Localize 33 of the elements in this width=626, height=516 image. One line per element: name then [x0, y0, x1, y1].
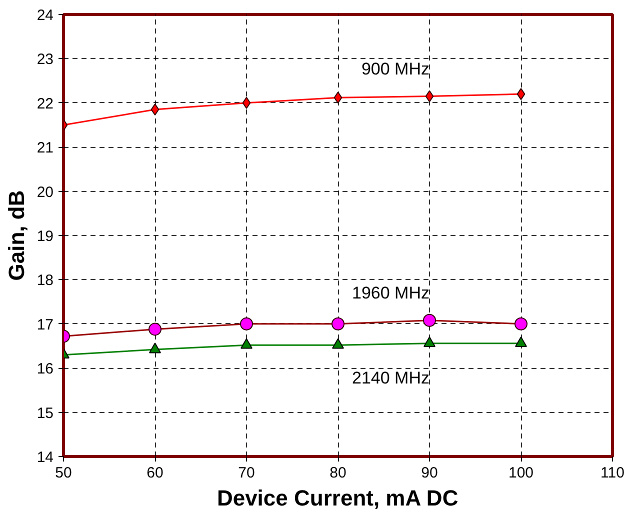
y-tick-label: 24 [36, 7, 54, 24]
x-axis-title: Device Current, mA DC [216, 486, 458, 510]
x-tick-label: 100 [508, 464, 534, 482]
y-tick-label: 14 [36, 449, 54, 466]
x-tick-label: 90 [421, 464, 438, 482]
y-tick-label: 18 [36, 272, 54, 290]
x-tick-label: 50 [55, 464, 72, 482]
y-tick-label: 15 [36, 404, 54, 422]
y-tick-label: 19 [36, 228, 54, 245]
series-label: 1960 MHz [352, 283, 430, 302]
point [425, 90, 434, 102]
y-tick-label: 20 [36, 184, 54, 201]
series-label: 2140 MHz [352, 368, 430, 388]
x-tick-label: 60 [146, 464, 164, 482]
point [242, 96, 251, 109]
y-tick-label: 23 [36, 51, 54, 68]
point [515, 336, 527, 348]
y-tick-label: 21 [36, 140, 54, 157]
point [149, 342, 161, 354]
point [150, 104, 160, 116]
x-tick-label: 110 [600, 464, 624, 482]
series-label: 900 MHz [361, 59, 430, 78]
point [332, 338, 344, 349]
y-tick-label: 16 [36, 360, 54, 378]
y-tick-label: 22 [36, 95, 54, 112]
point [424, 336, 436, 348]
point [516, 88, 526, 100]
x-tick-label: 70 [238, 464, 255, 482]
y-tick-label: 17 [36, 316, 54, 334]
x-tick-label: 80 [330, 464, 346, 482]
y-axis-title: Gain, dB [4, 190, 29, 281]
point [334, 92, 342, 104]
point [240, 338, 252, 349]
